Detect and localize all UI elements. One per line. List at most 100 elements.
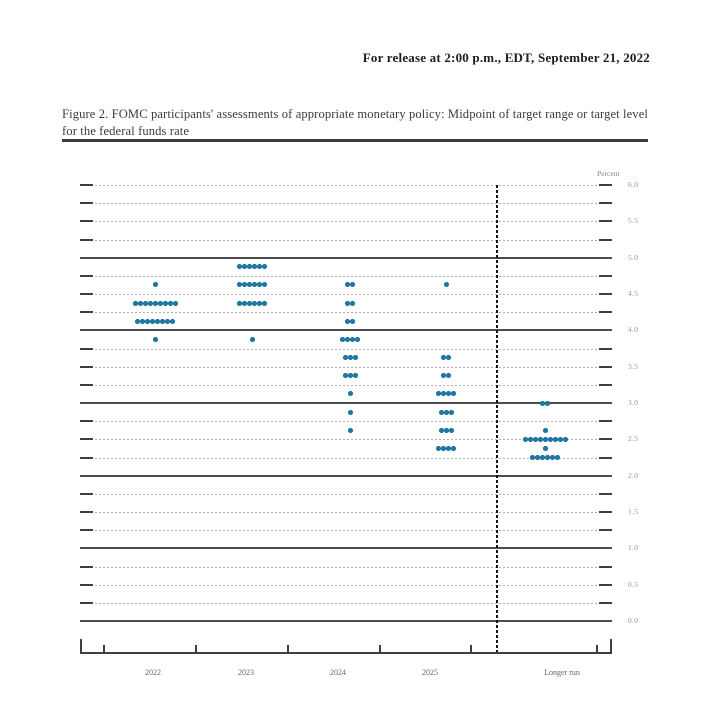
projection-dot	[441, 373, 446, 379]
projection-dot	[172, 300, 178, 306]
y-axis-tick-left	[80, 601, 93, 604]
projection-dot	[142, 300, 148, 306]
dot-row-2022	[152, 336, 158, 342]
y-axis-tick-left	[80, 311, 93, 314]
projection-dot	[436, 445, 441, 451]
projection-dot	[347, 355, 353, 361]
projection-dot	[242, 282, 247, 288]
projection-dot	[438, 409, 444, 415]
figure-caption: Figure 2. FOMC participants' assessments…	[62, 107, 648, 138]
y-axis-tick-right	[599, 583, 612, 586]
projection-dot	[443, 409, 449, 415]
y-axis-tick-right	[599, 565, 612, 568]
dot-row-2023	[237, 264, 267, 270]
x-axis-end-tick	[610, 639, 612, 652]
projection-dot	[448, 427, 454, 433]
projection-dot	[140, 318, 145, 324]
projection-dot	[165, 318, 170, 324]
y-axis-tick-left	[80, 456, 93, 459]
gridline-dashed	[95, 566, 597, 568]
x-axis-year-label: 2023	[238, 668, 254, 677]
dot-row-2025	[441, 355, 451, 361]
y-axis-tick-left	[80, 420, 93, 423]
gridline-dashed	[95, 348, 597, 350]
dot-row-2024	[342, 355, 358, 361]
projection-dot	[562, 436, 568, 442]
y-axis-tick-right	[599, 420, 612, 423]
projection-dot	[350, 318, 355, 324]
y-axis-tick-right	[599, 202, 612, 205]
projection-dot	[347, 373, 353, 379]
projection-dot	[350, 300, 355, 306]
dot-row-2025	[436, 445, 456, 451]
y-axis-tick-left	[80, 492, 93, 495]
release-line: For release at 2:00 p.m., EDT, September…	[362, 50, 650, 65]
projection-dot	[438, 427, 444, 433]
projection-dot	[340, 336, 345, 342]
projection-dot	[132, 300, 138, 306]
dot-row-2023	[237, 300, 267, 306]
dot-row-2024	[340, 336, 360, 342]
projection-dot	[345, 336, 350, 342]
y-axis-tick-left	[80, 529, 93, 532]
x-axis-year-label: 2024	[330, 668, 346, 677]
projection-dot	[522, 436, 528, 442]
x-axis-tick	[103, 645, 105, 652]
projection-dot	[446, 355, 451, 361]
projection-dot	[347, 427, 353, 433]
projection-dot	[552, 436, 558, 442]
gridline-dashed	[95, 185, 597, 186]
y-axis-tick-left	[80, 274, 93, 277]
projection-dot	[542, 445, 548, 451]
gridline-dashed	[95, 275, 597, 277]
dot-row-2025	[436, 391, 456, 397]
projection-dot	[441, 445, 446, 451]
dot-row-longer-run	[542, 445, 548, 451]
projection-dot	[436, 391, 441, 397]
y-axis-tick-left	[80, 202, 93, 205]
y-axis-tick-left	[80, 511, 93, 513]
y-tick-label: 3.0	[628, 398, 639, 407]
projection-dot	[446, 373, 451, 379]
y-axis-title: Percent	[597, 169, 620, 178]
projection-dot	[257, 282, 262, 288]
projection-dot	[262, 264, 267, 270]
projection-dot	[446, 445, 451, 451]
projection-dot	[145, 318, 150, 324]
projection-dot	[451, 391, 456, 397]
y-tick-label: 5.5	[628, 216, 639, 226]
dot-row-2024	[345, 300, 355, 306]
projection-dot	[152, 282, 158, 288]
projection-dot	[262, 300, 267, 306]
dot-row-2023	[249, 336, 255, 342]
projection-dot	[252, 300, 257, 306]
gridline-solid	[80, 256, 612, 259]
projection-dot	[345, 318, 350, 324]
projection-dot	[555, 455, 560, 460]
y-axis-tick-left	[80, 583, 93, 586]
y-axis-tick-right	[599, 238, 612, 241]
projection-dot	[527, 436, 533, 442]
y-axis-tick-right	[599, 293, 612, 295]
y-tick-label: 4.0	[628, 325, 639, 335]
y-tick-label: 1.0	[628, 543, 639, 553]
x-axis-tick	[596, 645, 598, 652]
x-axis-tick	[379, 645, 381, 652]
dot-row-2024	[345, 282, 355, 288]
projection-dot	[150, 318, 155, 324]
projection-dot	[160, 318, 165, 324]
projection-dot	[157, 300, 163, 306]
y-axis-tick-left	[80, 565, 93, 568]
projection-dot	[237, 282, 242, 288]
projection-dot	[545, 455, 550, 460]
projection-dot	[155, 318, 160, 324]
gridline-solid	[80, 547, 612, 550]
projection-dot	[352, 355, 358, 361]
gridline-dashed	[95, 512, 597, 513]
projection-dot	[242, 300, 247, 306]
y-tick-label: 6.0	[628, 180, 639, 189]
dot-row-2025	[438, 427, 454, 433]
projection-dot	[135, 318, 140, 324]
projection-dot	[252, 282, 257, 288]
y-axis-tick-right	[599, 492, 612, 495]
